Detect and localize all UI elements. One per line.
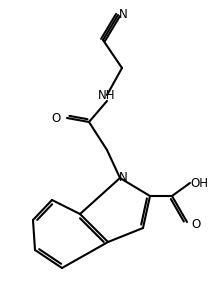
Text: O: O	[191, 218, 200, 231]
Text: N: N	[119, 171, 127, 183]
Text: NH: NH	[98, 88, 116, 101]
Text: O: O	[52, 111, 61, 124]
Text: OH: OH	[190, 176, 208, 190]
Text: N: N	[119, 8, 127, 21]
